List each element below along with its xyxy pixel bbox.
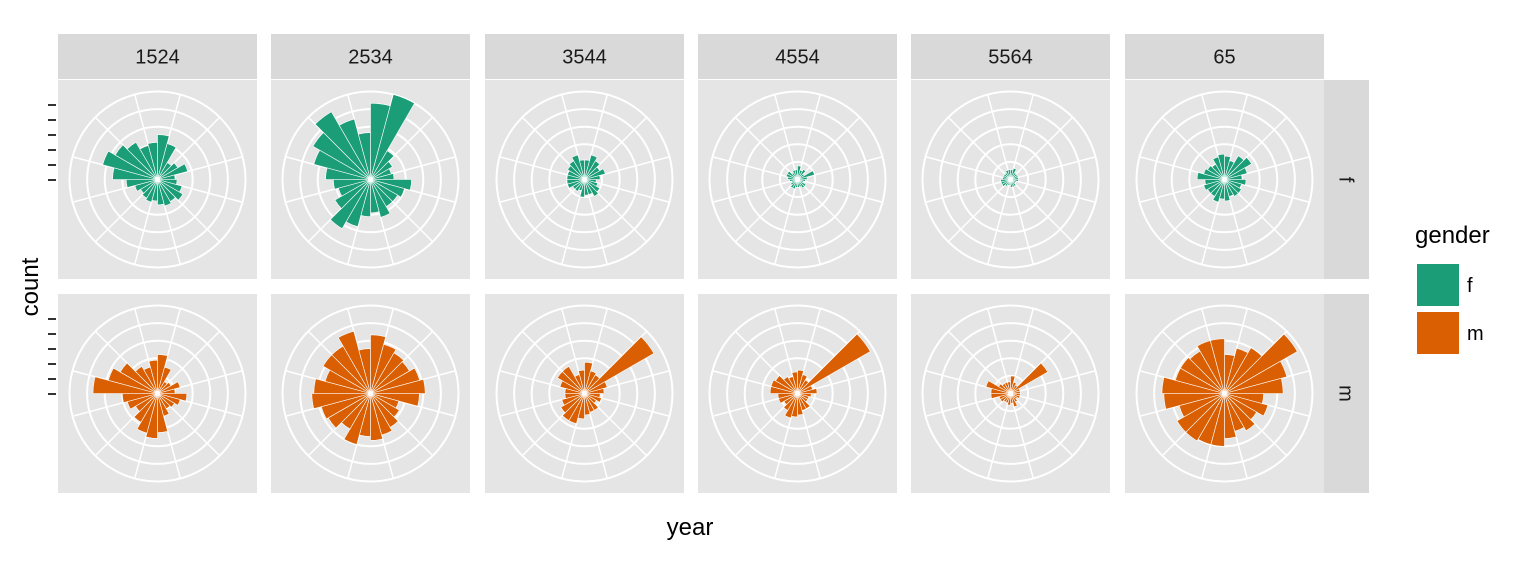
panel-3544-m	[485, 294, 684, 493]
facet-strip-row-label: m	[1335, 385, 1357, 402]
panel-2534-m	[271, 294, 470, 493]
legend-label: f	[1467, 275, 1473, 297]
panel-2534-f	[271, 80, 470, 279]
x-axis-title: year	[667, 514, 714, 541]
panel-1524-m	[58, 294, 257, 493]
y-axis-title: count	[17, 257, 44, 316]
facet-strip-col-label: 5564	[988, 47, 1033, 69]
panel-65-m	[1125, 294, 1324, 493]
legend-swatch	[1417, 264, 1459, 306]
facet-strip-col-label: 1524	[135, 47, 180, 69]
facet-strip-col-label: 65	[1213, 47, 1235, 69]
facet-strip-row-label: f	[1335, 177, 1357, 183]
panel-4554-m	[698, 294, 897, 493]
panel-5564-f	[911, 80, 1110, 279]
panel-1524-f	[58, 80, 257, 279]
panel-4554-f	[698, 80, 897, 279]
facet-strip-col-label: 2534	[348, 47, 393, 69]
panel-5564-m	[911, 294, 1110, 493]
legend-label: m	[1467, 323, 1484, 345]
legend-title: gender	[1415, 222, 1490, 249]
facet-strip-col-label: 4554	[775, 47, 820, 69]
panel-65-f	[1125, 80, 1324, 279]
legend-swatch	[1417, 312, 1459, 354]
panel-3544-f	[485, 80, 684, 279]
facet-strip-col-label: 3544	[562, 47, 607, 69]
